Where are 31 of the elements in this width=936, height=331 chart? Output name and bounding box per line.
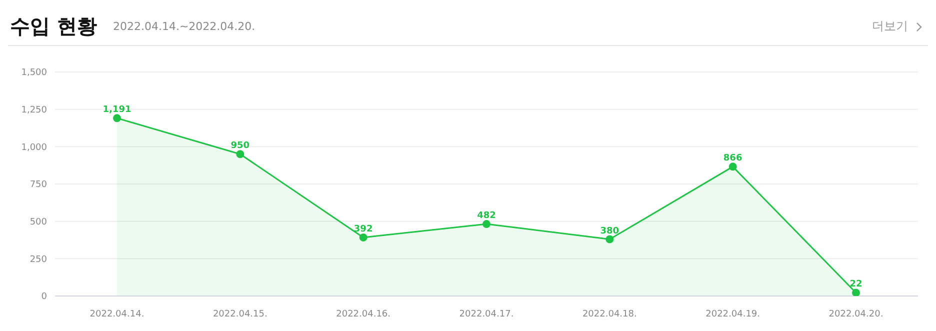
text: 더보기 (872, 18, 908, 35)
chart-subtitle: 2022.04.14.~2022.04.20. (112, 20, 256, 33)
x-tick-label: 2022.04.16. (336, 309, 391, 320)
y-tick-label: 250 (30, 254, 48, 265)
x-tick-label: 2022.04.14. (90, 309, 144, 320)
chart-title: 수입 현황 (10, 13, 97, 40)
data-label: 482 (477, 211, 496, 222)
y-tick-label: 0 (41, 292, 48, 302)
point (852, 288, 860, 296)
data-label: 866 (723, 154, 742, 164)
point (359, 233, 368, 242)
point (728, 162, 737, 171)
point (113, 114, 121, 122)
y-tick-label: 1,500 (21, 68, 48, 78)
x-tick-label: 2022.04.17. (459, 309, 514, 320)
x-tick-label: 2022.04.19. (706, 309, 760, 320)
data-label: 392 (354, 224, 373, 234)
x-tick-label: 2022.04.18. (582, 309, 637, 320)
x-tick-label: 2022.04.20. (828, 309, 884, 320)
y-tick-label: 500 (30, 218, 48, 228)
x-tick-label: 2022.04.15. (212, 309, 268, 320)
point (606, 235, 614, 244)
point (236, 150, 244, 158)
y-tick-label: 750 (30, 180, 48, 190)
data-label: 1,191 (102, 105, 132, 116)
data-label: 22 (850, 280, 862, 290)
point (482, 220, 490, 228)
y-tick-label: 1,000 (21, 142, 48, 153)
data-label: 380 (600, 226, 620, 236)
data-label: 950 (230, 141, 250, 152)
y-tick-label: 1,250 (21, 106, 48, 116)
